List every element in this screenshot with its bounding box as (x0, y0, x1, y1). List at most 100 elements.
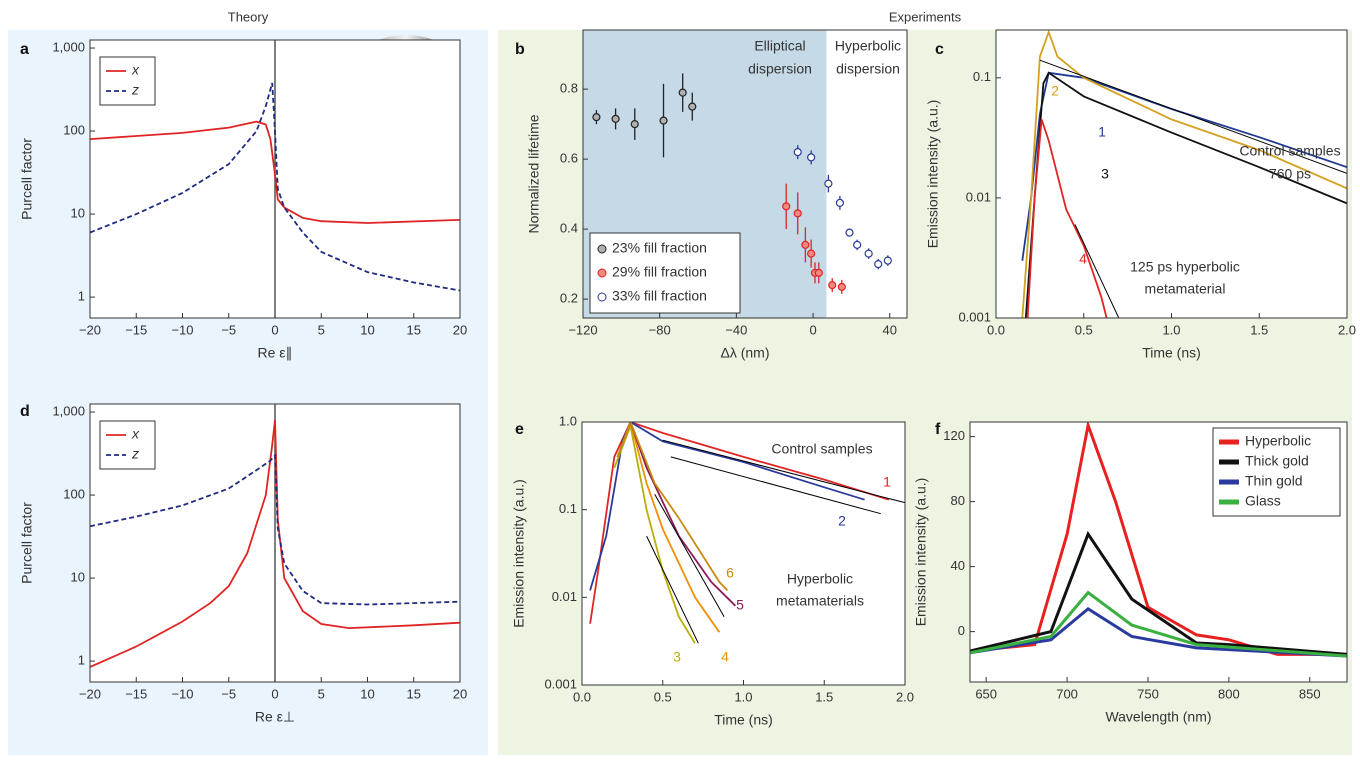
y-tick-label: 1,000 (52, 39, 85, 54)
legend-marker (597, 292, 607, 302)
fit-line (646, 535, 699, 644)
curve (1026, 119, 1108, 318)
x-tick-label: −10 (171, 322, 193, 337)
plot-frame (995, 29, 1348, 319)
y-tick-label: 0.4 (560, 221, 578, 236)
plot (90, 419, 460, 668)
panel-letter: f (935, 421, 941, 438)
point (611, 114, 620, 123)
point (807, 153, 816, 162)
annotation: Hyperbolic (787, 571, 853, 587)
y-tick-label: 1,000 (52, 403, 85, 418)
fit-line (670, 456, 881, 515)
x-tick-label: 0 (271, 686, 278, 701)
x-tick-label: 15 (407, 686, 421, 701)
curve (970, 607, 1347, 658)
legend-marker (597, 244, 607, 254)
panel-letter: c (935, 41, 944, 58)
x-tick-label: −120 (568, 322, 597, 337)
x-tick-label: 1.0 (734, 689, 752, 704)
point (835, 198, 844, 207)
x-tick-label: 20 (453, 322, 467, 337)
fit-line (654, 493, 725, 618)
plot (1021, 30, 1347, 318)
x-tick-label: 0.0 (987, 322, 1005, 337)
y-tick-label: 100 (63, 122, 85, 137)
point (828, 281, 837, 290)
section-title: Theory (228, 9, 269, 24)
legend-label: Thick gold (1245, 453, 1309, 469)
plot-area (996, 30, 1347, 318)
x-tick-label: 2.0 (896, 689, 914, 704)
plot-frame (89, 39, 461, 319)
annotation: Elliptical (754, 38, 805, 54)
x-tick-label: 650 (975, 686, 997, 701)
x-tick-label: −5 (221, 322, 236, 337)
curve (90, 120, 460, 224)
x-tick-label: 800 (1218, 686, 1240, 701)
annotation: metamaterials (776, 593, 864, 609)
y-tick-label: 0.001 (544, 676, 577, 691)
y-tick-label: 0.1 (559, 501, 577, 516)
curve (589, 422, 865, 591)
point (864, 249, 873, 258)
curve-label: 2 (838, 513, 846, 529)
legend-label: 33% fill fraction (612, 288, 707, 304)
legend-box (99, 56, 156, 106)
legend-label: 29% fill fraction (612, 264, 707, 280)
point (782, 202, 791, 211)
legend-box (589, 232, 741, 314)
x-tick-label: −15 (125, 322, 147, 337)
plot-area (582, 422, 905, 685)
point (837, 282, 846, 291)
x-tick-label: −20 (79, 686, 101, 701)
x-tick-label: 700 (1056, 686, 1078, 701)
x-axis-label: Re ε⊥ (255, 709, 295, 725)
x-tick-label: 15 (407, 322, 421, 337)
x-tick-label: 5 (318, 322, 325, 337)
legend-box (99, 420, 156, 470)
point (793, 209, 802, 218)
y-tick-label: 0.6 (560, 151, 578, 166)
y-axis-label: Emission intensity (a.u.) (925, 100, 941, 249)
curve-label: 3 (1101, 166, 1109, 182)
annotation: dispersion (748, 61, 812, 77)
section-title: Experiments (889, 9, 962, 24)
curve (90, 419, 460, 668)
panel-letter: e (515, 421, 524, 438)
curve (616, 422, 729, 592)
y-axis-label: Emission intensity (a.u.) (511, 479, 527, 628)
x-axis-label: Time (ns) (714, 712, 773, 728)
x-tick-label: 1.5 (815, 689, 833, 704)
y-tick-label: 0.01 (552, 589, 577, 604)
x-tick-label: 10 (360, 322, 374, 337)
annotation: Control samples (1239, 143, 1340, 159)
y-tick-label: 1 (78, 653, 85, 668)
legend-label: x (131, 426, 140, 442)
point (592, 113, 601, 122)
curve-label: 5 (736, 597, 744, 613)
x-tick-label: 0.5 (1075, 322, 1093, 337)
point (874, 260, 883, 269)
legend-label: Hyperbolic (1245, 433, 1311, 449)
x-tick-label: −40 (725, 322, 747, 337)
y-tick-label: 1 (78, 289, 85, 304)
fit-line (662, 439, 905, 504)
curve (613, 422, 696, 644)
point (853, 240, 862, 249)
curve (970, 530, 1347, 656)
plot-frame (89, 403, 461, 683)
y-tick-label: 0.8 (560, 81, 578, 96)
fit-line (1074, 224, 1120, 318)
point (659, 116, 668, 125)
y-tick-label: 10 (71, 570, 85, 585)
curve-label: 1 (883, 474, 891, 490)
annotation: dispersion (836, 61, 900, 77)
legend-label: Glass (1245, 493, 1281, 509)
y-tick-label: 0.001 (958, 309, 991, 324)
point (630, 120, 639, 129)
annotation: 760 ps (1269, 166, 1311, 182)
point (801, 240, 810, 249)
annotation: Control samples (771, 441, 872, 457)
